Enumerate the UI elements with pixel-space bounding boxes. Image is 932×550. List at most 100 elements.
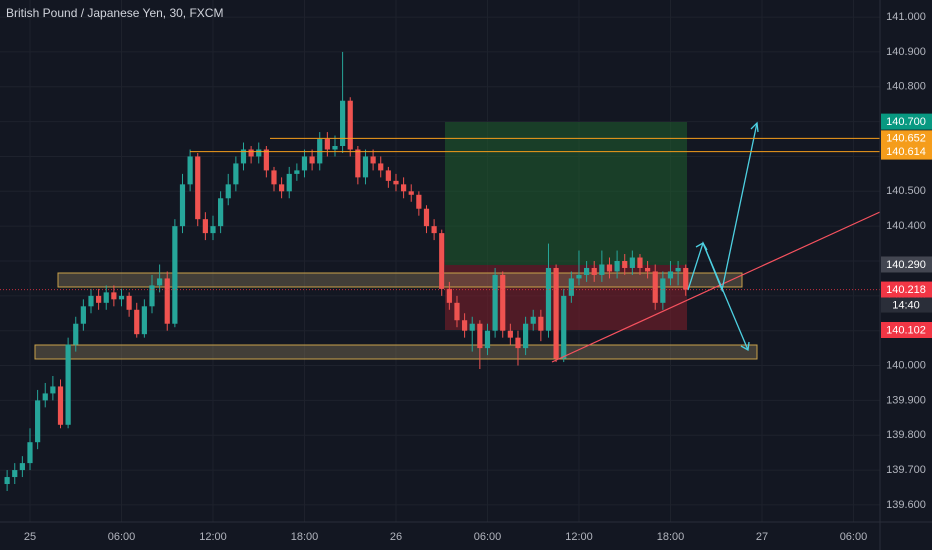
candle-body — [393, 180, 399, 185]
candle-body — [172, 226, 178, 324]
support-zone — [34, 344, 758, 360]
price-label: 140.700 — [886, 116, 926, 128]
candle-body — [126, 295, 132, 310]
candle-body — [271, 170, 277, 185]
y-tick-label: 139.600 — [886, 499, 926, 511]
candle-body — [286, 173, 292, 192]
candle-body — [263, 149, 269, 171]
chart-title: British Pound / Japanese Yen, 30, FXCM — [6, 6, 223, 20]
candle-body — [19, 463, 25, 471]
candle-body — [233, 163, 239, 185]
trend-line — [551, 211, 881, 363]
candle-body — [355, 149, 361, 178]
y-tick-label: 140.400 — [886, 220, 926, 232]
candle-body — [202, 219, 208, 234]
candle-body — [660, 278, 666, 303]
candle-body — [12, 470, 18, 478]
candle-body — [446, 288, 452, 303]
projection-down — [702, 242, 749, 351]
x-tick-label: 25 — [24, 531, 36, 543]
price-label-box — [881, 113, 932, 130]
candle-body — [500, 274, 506, 331]
candle-body — [164, 278, 170, 324]
candle-body — [4, 477, 10, 485]
candle-body — [530, 316, 536, 324]
candle-body — [103, 292, 109, 303]
price-label-box — [881, 256, 932, 273]
candle-body — [545, 267, 552, 331]
x-tick-label: 12:00 — [199, 531, 227, 543]
candle-body — [454, 302, 460, 321]
candle-body — [134, 309, 140, 335]
candle-body — [644, 267, 651, 272]
candle-body — [279, 184, 285, 192]
price-label-box — [881, 130, 932, 147]
candle-body — [507, 330, 513, 338]
candle-body — [50, 386, 56, 394]
arrow-head — [740, 341, 750, 352]
candle-body — [141, 306, 147, 335]
candle-body — [423, 208, 430, 227]
candle-body — [606, 264, 613, 272]
x-tick-label: 26 — [390, 531, 402, 543]
candle-body — [256, 149, 262, 157]
y-tick-label: 139.900 — [886, 394, 926, 406]
y-tick-label: 140.900 — [886, 46, 926, 58]
countdown: 14:40 — [892, 299, 920, 311]
candle-body — [347, 100, 353, 150]
candle-body — [332, 146, 338, 150]
candle-body — [637, 257, 643, 268]
candle-body — [515, 337, 521, 349]
candle-body — [157, 278, 163, 286]
candle-body — [96, 295, 102, 303]
price-label: 140.102 — [886, 324, 926, 336]
y-tick-label: 140.800 — [886, 81, 926, 93]
candle-body — [591, 267, 597, 275]
candle-body — [210, 226, 216, 234]
candle-body — [340, 100, 346, 147]
price-label: 140.614 — [886, 146, 926, 158]
y-tick-label: 141.000 — [886, 11, 926, 23]
countdown-box — [881, 297, 932, 313]
candle-body — [309, 156, 315, 164]
candle-body — [362, 156, 369, 178]
candle-body — [42, 393, 48, 401]
candle-body — [324, 139, 330, 150]
arrow-head — [750, 121, 759, 133]
candle-body — [477, 323, 483, 349]
candle-body — [576, 274, 582, 279]
x-tick-label: 18:00 — [657, 531, 685, 543]
price-label-box — [881, 143, 932, 160]
candles — [4, 51, 689, 491]
candle-body — [401, 184, 407, 192]
candle-body — [248, 149, 254, 157]
candle-body — [622, 261, 628, 268]
candle-body — [65, 344, 71, 425]
price-label: 140.218 — [886, 284, 926, 296]
axes: 139.600 139.700 139.800 139.900 140.000 140.1… — [24, 11, 932, 543]
candle-body — [118, 295, 125, 300]
candle-body — [431, 226, 437, 234]
candle-body — [35, 400, 41, 443]
candle-body — [538, 316, 544, 331]
candle-body — [301, 156, 308, 171]
candle-body — [492, 274, 498, 331]
x-tick-label: 06:00 — [474, 531, 502, 543]
candle-body — [614, 261, 620, 272]
candle-body — [568, 278, 574, 296]
candle-body — [187, 156, 193, 185]
y-tick-label: 139.700 — [886, 464, 926, 476]
candle-body — [652, 271, 658, 303]
candle-body — [88, 295, 94, 307]
x-tick-label: 06:00 — [840, 531, 868, 543]
candle-body — [218, 198, 224, 227]
x-tick-label: 18:00 — [291, 531, 319, 543]
candle-body — [378, 163, 384, 171]
y-tick-label: 139.800 — [886, 429, 926, 441]
candle-body — [179, 184, 186, 227]
candle-body — [73, 323, 79, 345]
candle-body — [416, 194, 422, 209]
candle-body — [408, 191, 414, 195]
profit-zone — [445, 122, 687, 265]
